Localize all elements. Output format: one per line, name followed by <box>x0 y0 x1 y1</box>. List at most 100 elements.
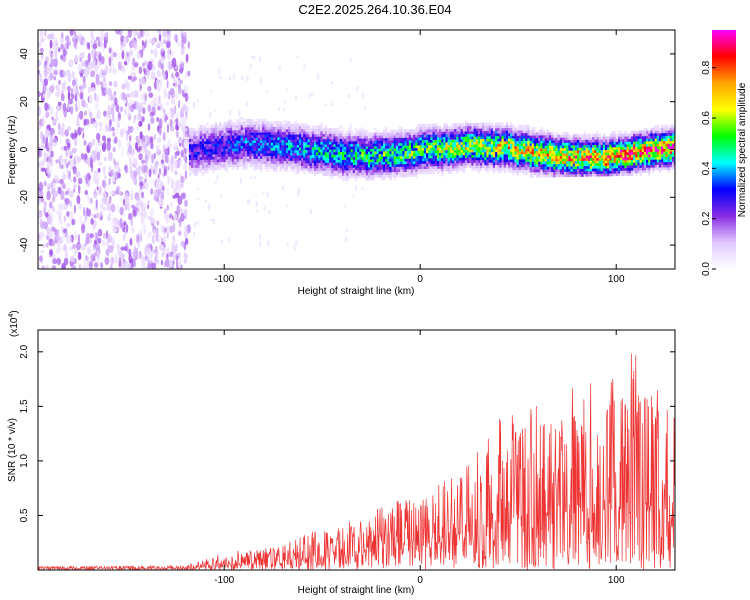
heatmap-cell <box>527 127 530 131</box>
heatmap-cell <box>253 121 256 125</box>
heatmap-cell <box>398 158 401 162</box>
heatmap-cell <box>314 125 317 129</box>
heatmap-cell <box>348 133 351 137</box>
heatmap-cell <box>221 137 224 142</box>
heatmap-cell <box>546 153 550 157</box>
heatmap-cell <box>486 133 489 137</box>
heatmap-cell <box>518 169 522 173</box>
heatmap-cell <box>523 153 526 157</box>
heatmap-cell <box>602 136 606 140</box>
heatmap-cell <box>204 143 207 147</box>
heatmap-cell <box>352 167 356 171</box>
heatmap-cell <box>344 143 347 147</box>
heatmap-cell <box>566 142 569 146</box>
heatmap-cell <box>316 157 319 161</box>
heatmap-cell <box>333 167 336 171</box>
heatmap-cell <box>180 175 185 184</box>
heatmap-cell <box>551 137 554 141</box>
heatmap-cell <box>538 158 541 162</box>
heatmap-cell <box>503 138 507 142</box>
heatmap-cell <box>214 161 218 165</box>
heatmap-cell <box>387 169 390 173</box>
heatmap-cell <box>426 134 429 138</box>
heatmap-cell <box>501 143 504 147</box>
heatmap-cell <box>400 140 403 144</box>
heatmap-cell <box>234 145 237 149</box>
heatmap-cell <box>279 144 282 148</box>
heatmap-cell <box>561 158 565 162</box>
heatmap-cell <box>138 78 142 83</box>
heatmap-cell <box>380 132 384 136</box>
heatmap-cell <box>352 156 356 160</box>
heatmap-cell <box>600 154 604 158</box>
heatmap-cell <box>257 166 261 170</box>
heatmap-cell <box>251 55 254 59</box>
heatmap-cell <box>257 137 261 141</box>
heatmap-cell <box>309 152 313 156</box>
heatmap-cell <box>294 126 297 130</box>
heatmap-cell <box>147 60 153 71</box>
heatmap-cell <box>600 139 604 143</box>
heatmap-cell <box>168 90 171 100</box>
heatmap-cell <box>445 168 448 172</box>
heatmap-cell <box>391 153 394 157</box>
heatmap-cell <box>428 144 431 148</box>
heatmap-cell <box>557 145 560 149</box>
heatmap-cell <box>365 143 369 147</box>
heatmap-cell <box>592 173 595 177</box>
heatmap-cell <box>365 137 369 142</box>
heatmap-cell <box>201 159 205 163</box>
heatmap-cell <box>488 127 491 132</box>
heatmap-cell <box>499 164 502 168</box>
heatmap-cell <box>122 127 127 134</box>
heatmap-cell <box>492 125 496 129</box>
heatmap-cell <box>127 151 133 161</box>
heatmap-cell <box>308 93 311 99</box>
heatmap-cell <box>602 149 606 153</box>
heatmap-cell <box>266 163 269 167</box>
heatmap-cell <box>183 229 188 239</box>
heatmap-cell <box>146 264 151 269</box>
heatmap-cell <box>144 93 148 102</box>
heatmap-cell <box>378 174 381 178</box>
heatmap-cell <box>204 146 207 150</box>
heatmap-cell <box>600 144 604 148</box>
heatmap-cell <box>553 171 556 175</box>
heatmap-cell <box>199 125 203 129</box>
heatmap-cell <box>150 178 155 188</box>
heatmap-cell <box>555 134 558 138</box>
heatmap-cell <box>449 170 453 174</box>
heatmap-cell <box>76 84 79 92</box>
heatmap-cell <box>376 171 379 176</box>
heatmap-cell <box>60 54 64 60</box>
heatmap-cell <box>417 163 420 167</box>
heatmap-cell <box>587 147 591 151</box>
heatmap-cell <box>275 121 278 125</box>
heatmap-cell <box>275 168 278 172</box>
heatmap-cell <box>376 158 379 162</box>
heatmap-cell <box>423 142 427 146</box>
heatmap-cell <box>294 155 297 159</box>
heatmap-cell <box>598 133 601 137</box>
heatmap-cell <box>169 251 174 258</box>
heatmap-cell <box>201 138 205 142</box>
heatmap-cell <box>359 132 362 136</box>
heatmap-cell <box>234 163 237 168</box>
heatmap-cell <box>516 164 519 168</box>
heatmap-cell <box>577 165 580 169</box>
heatmap-cell <box>234 150 237 154</box>
heatmap-cell <box>387 174 390 178</box>
heatmap-cell <box>566 163 569 167</box>
heatmap-cell <box>387 134 390 139</box>
heatmap-cell <box>240 132 244 136</box>
heatmap-cell <box>100 202 104 210</box>
heatmap-cell <box>523 172 526 176</box>
heatmap-cell <box>115 30 120 35</box>
heatmap-cell <box>247 126 250 131</box>
heatmap-cell <box>363 169 366 173</box>
heatmap-cell <box>449 154 453 159</box>
heatmap-cell <box>104 257 110 265</box>
heatmap-cell <box>432 168 435 172</box>
heatmap-cell <box>335 154 338 158</box>
heatmap-cell <box>585 136 588 140</box>
